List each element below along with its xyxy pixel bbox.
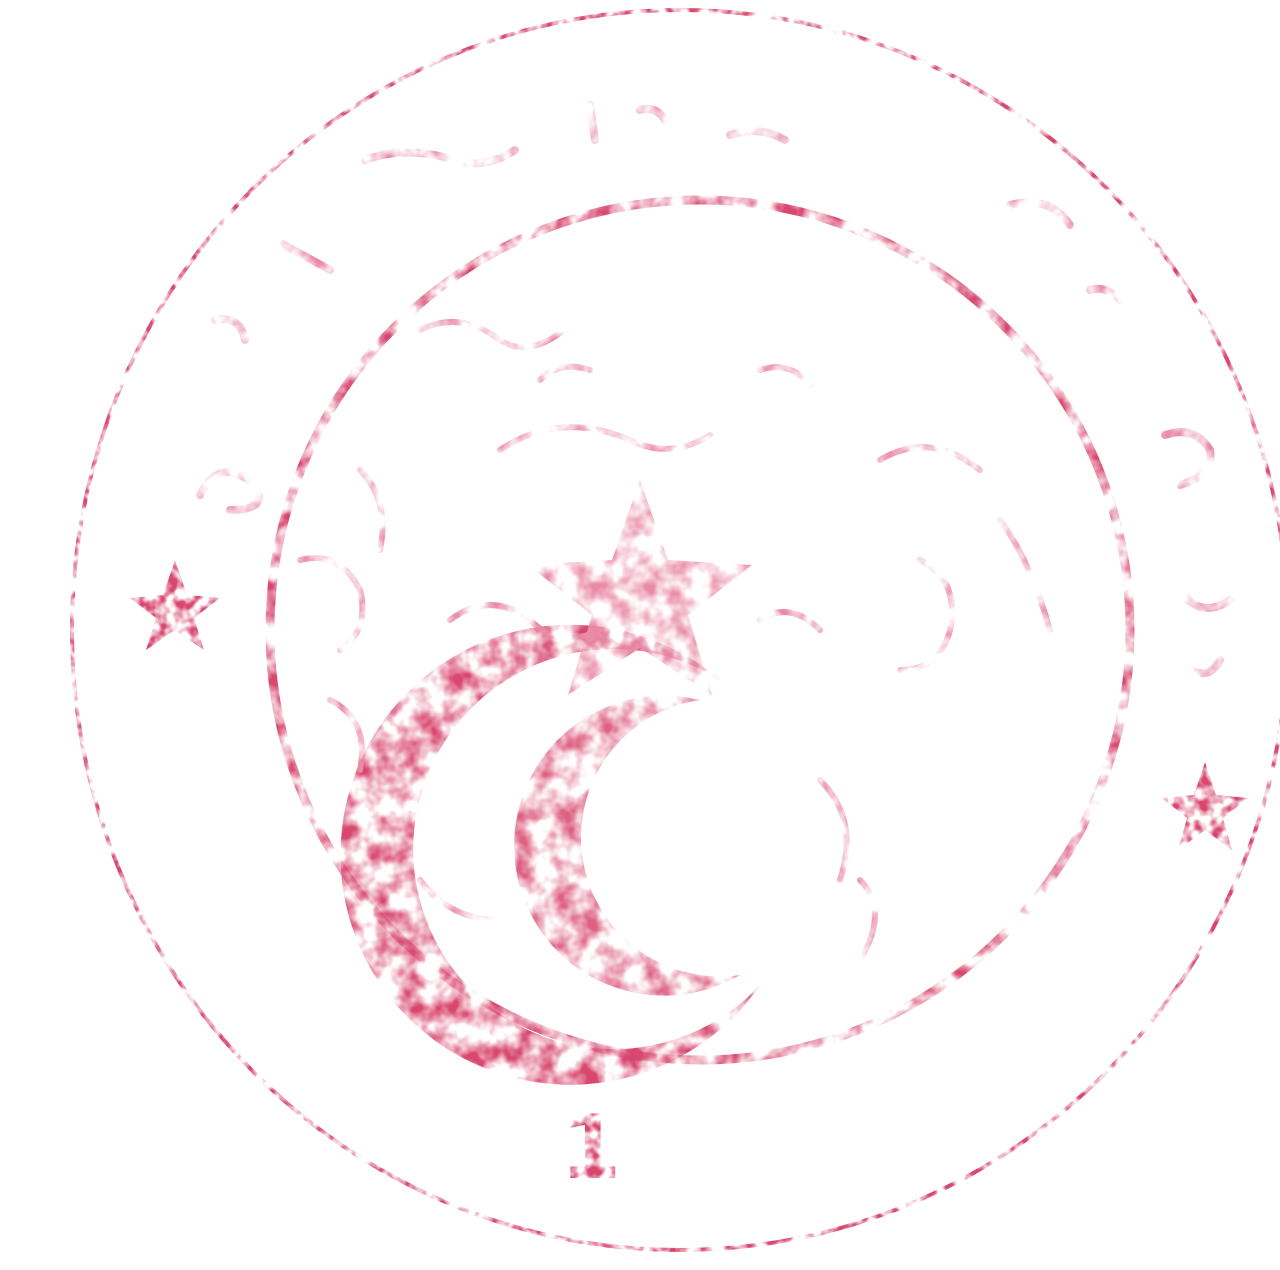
star-right-icon	[1162, 762, 1248, 850]
ring-inscription	[196, 101, 1234, 678]
emblem-star-icon	[528, 480, 752, 695]
crescent-icon	[340, 624, 760, 1085]
outer-ring	[70, 8, 1280, 1252]
stamp-number: 1	[560, 1096, 621, 1199]
star-left-icon	[130, 560, 220, 650]
emblem-texture	[297, 319, 1053, 963]
inner-ring	[265, 195, 1135, 1065]
